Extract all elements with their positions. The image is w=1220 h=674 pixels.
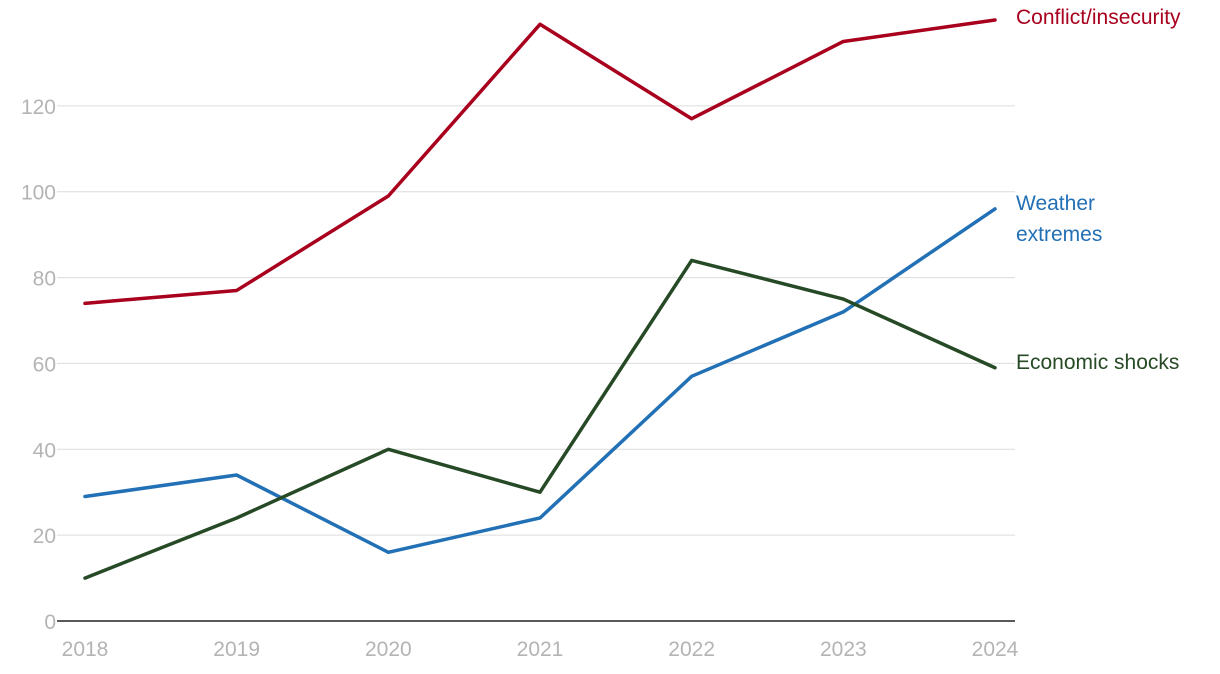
x-tick-label: 2021 [517, 638, 564, 661]
y-tick-label: 0 [44, 611, 56, 634]
x-axis-ticks: 2018 2019 2020 2021 2022 2023 2024 [62, 638, 1019, 661]
x-tick-label: 2019 [213, 638, 260, 661]
y-tick-label: 120 [21, 96, 56, 119]
y-tick-label: 20 [33, 525, 56, 548]
series-label-economic-shocks: Economic shocks [1016, 351, 1179, 374]
y-tick-label: 60 [33, 353, 56, 376]
y-axis-ticks: 0 20 40 60 80 100 120 [21, 96, 56, 634]
x-tick-label: 2023 [820, 638, 867, 661]
y-tick-label: 40 [33, 439, 56, 462]
series-label-weather-extremes: Weather extremes [1016, 192, 1102, 246]
series-labels: Conflict/insecurity Weather extremes Econom… [1016, 6, 1181, 374]
series-line-economic-shocks [83, 258, 997, 580]
x-tick-label: 2020 [365, 638, 412, 661]
x-tick-label: 2022 [668, 638, 715, 661]
y-tick-label: 100 [21, 182, 56, 205]
gridlines [57, 105, 1015, 536]
series-label-conflict-insecurity: Conflict/insecurity [1016, 6, 1181, 29]
x-tick-label: 2024 [972, 638, 1019, 661]
series-lines [83, 18, 997, 580]
y-tick-label: 80 [33, 268, 56, 291]
series-line-conflict-insecurity [83, 18, 997, 306]
series-line-weather-extremes [83, 207, 997, 555]
x-tick-label: 2018 [62, 638, 109, 661]
